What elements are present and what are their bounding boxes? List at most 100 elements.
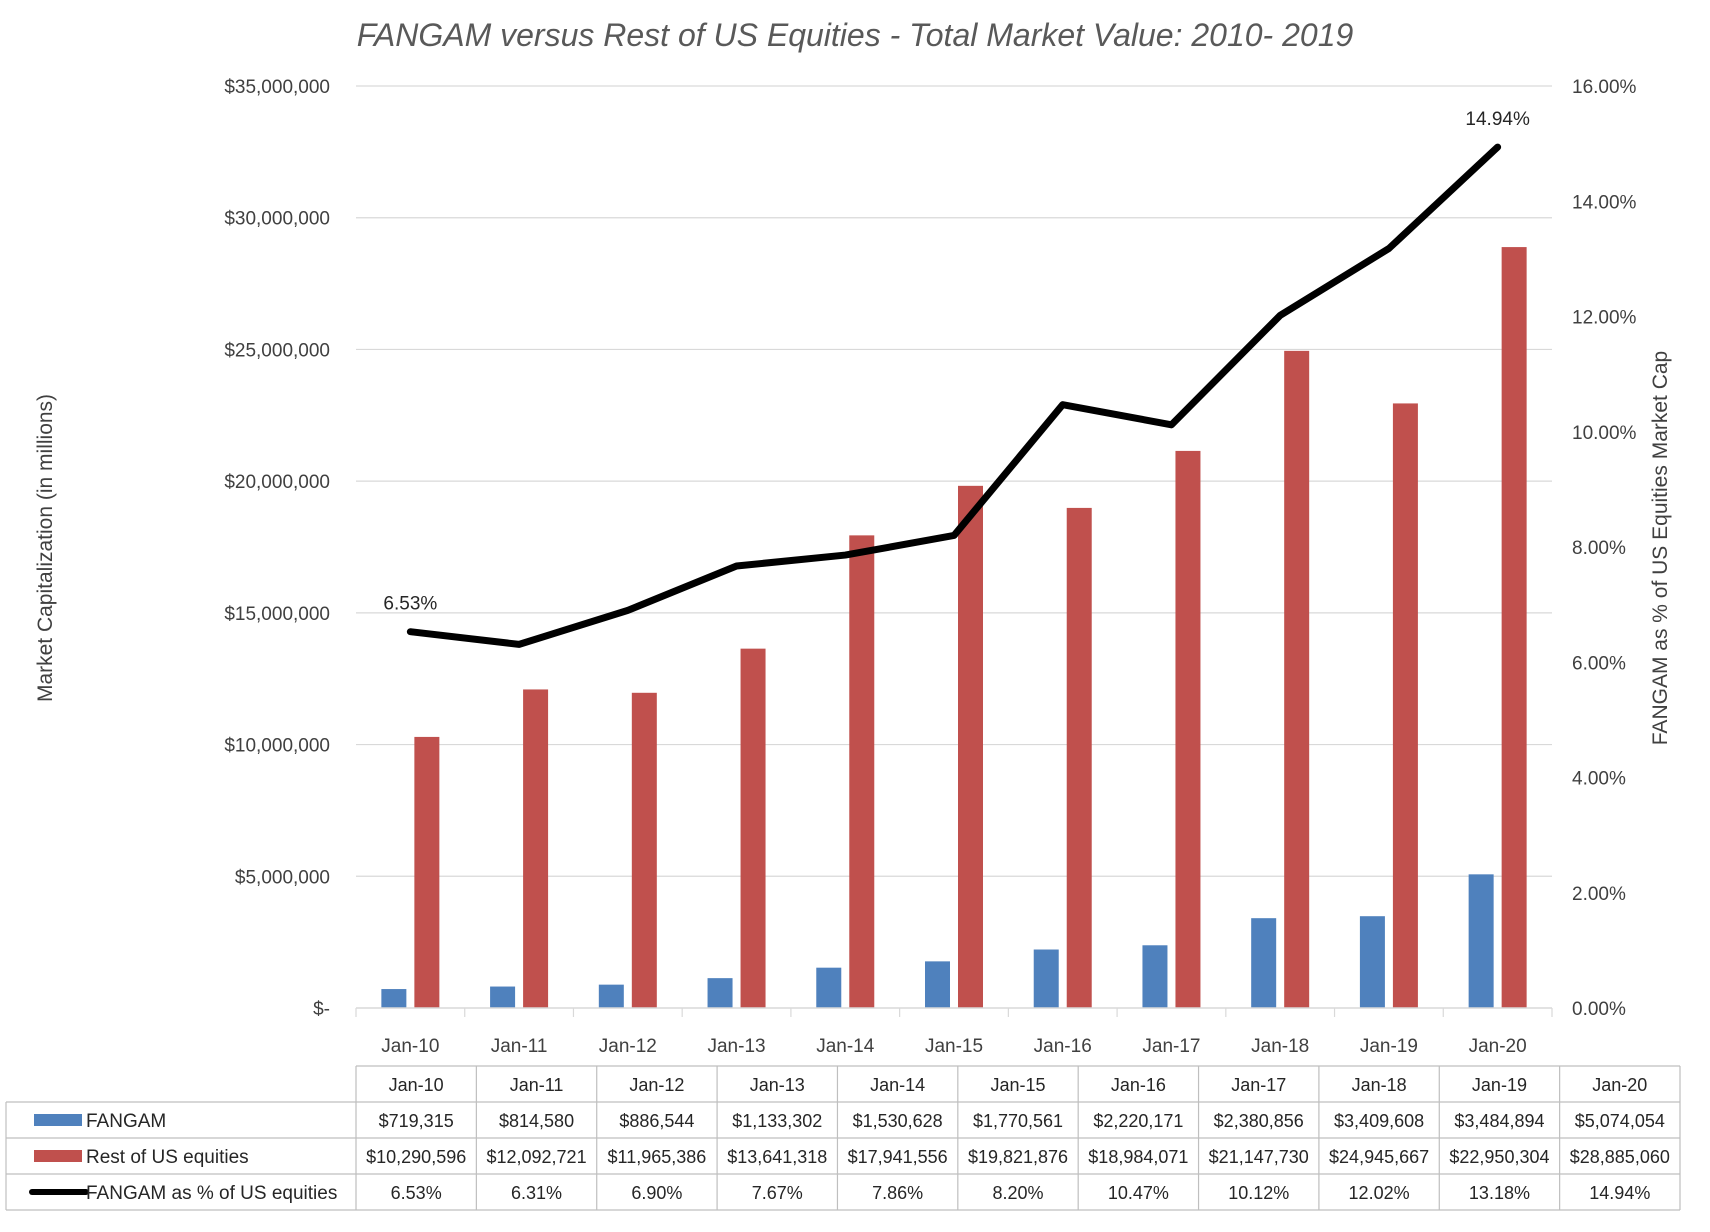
fangam-bar [1033,949,1059,1008]
table-cell: $1,133,302 [732,1111,822,1131]
legend-key-1 [34,1150,82,1162]
left-axis-title: Market Capitalization (in millions) [34,394,57,702]
percent-point [844,554,847,557]
x-axis-tick-label: Jan-14 [816,1036,875,1057]
gridlines [356,85,1552,877]
fangam-bar [1359,916,1385,1008]
table-cell: $17,941,556 [848,1147,948,1167]
percent-line [406,143,1502,648]
right-axis-tick-label: 14.00% [1572,192,1637,213]
x-axis-tick-label: Jan-10 [381,1036,439,1057]
percent-point [1387,247,1390,250]
fangam-bar [381,989,407,1008]
rest-bar [958,485,983,1008]
fangam-bar [490,986,516,1008]
table-cell: 14.94% [1589,1183,1650,1203]
percent-point [953,534,955,537]
table-header-cell: Jan-14 [870,1075,925,1095]
fangam-bar [1251,918,1277,1008]
table-header-cell: Jan-11 [510,1075,564,1095]
table-header-cell: Jan-19 [1472,1075,1527,1095]
rest-bar [523,689,549,1008]
rest-bar [1284,350,1310,1008]
right-axis-tick-label: 10.00% [1572,423,1637,444]
x-axis-tick-label: Jan-12 [599,1036,657,1057]
table-cell: $24,945,667 [1329,1147,1429,1167]
right-axis-tick-label: 2.00% [1572,884,1626,905]
table-header-cell: Jan-16 [1111,1075,1166,1095]
rest-bar [1501,247,1527,1009]
table-header-cell: Jan-18 [1352,1075,1407,1095]
table-header-cell: Jan-20 [1592,1075,1647,1095]
table-cell: $12,092,721 [486,1147,586,1167]
chart-title: FANGAM versus Rest of US Equities - Tota… [357,17,1354,53]
fangam-bar [816,967,842,1008]
table-header-cell: Jan-13 [750,1075,805,1095]
rest-bar [849,535,875,1008]
table-cell: $19,821,876 [968,1147,1068,1167]
left-axis-tick-label: $30,000,000 [224,209,330,230]
fangam-bar [1142,945,1168,1008]
table-cell: 6.31% [511,1183,562,1203]
table-cell: $3,484,894 [1454,1111,1544,1131]
rest-bar [740,648,766,1008]
table-cell: 6.90% [631,1183,682,1203]
table-cell: 10.12% [1228,1183,1289,1203]
left-axis-tick-label: $- [313,999,330,1020]
x-axis-tick-label: Jan-16 [1034,1036,1092,1057]
table-cell: $28,885,060 [1570,1147,1670,1167]
fangam-bar [925,961,950,1008]
fangam-bar [1468,874,1494,1008]
percent-point [518,643,521,646]
table-cell: $719,315 [379,1111,454,1131]
table-header-cell: Jan-10 [389,1075,444,1095]
table-cell: $2,220,171 [1093,1111,1183,1131]
table-cell: 13.18% [1469,1183,1530,1203]
left-axis-tick-label: $35,000,000 [224,77,330,98]
right-axis-tick-label: 12.00% [1572,308,1637,329]
legend-key-0 [34,1114,82,1126]
percent-point [1496,146,1499,149]
table-cell: $2,380,856 [1214,1111,1304,1131]
x-axis-tick-label: Jan-11 [491,1036,548,1057]
rest-bar [631,692,657,1008]
table-header-cell: Jan-15 [990,1075,1045,1095]
table-cell: $21,147,730 [1209,1147,1309,1167]
percent-point [1170,423,1173,426]
table-cell: 7.67% [752,1183,803,1203]
right-axis-tick-label: 4.00% [1572,769,1626,790]
legend-label: Rest of US equities [86,1147,249,1168]
percent-point [626,609,629,612]
table-cell: 7.86% [872,1183,923,1203]
table-cell: 10.47% [1108,1183,1169,1203]
table-cell: $5,074,054 [1575,1111,1665,1131]
percent-point [1279,314,1282,317]
table-cell: 8.20% [992,1183,1043,1203]
table-cell: $1,770,561 [973,1111,1063,1131]
right-axis-tick-label: 8.00% [1572,538,1626,559]
fangam-bar [598,984,624,1008]
rest-bar [1066,507,1092,1008]
x-axis-tick-label: Jan-19 [1360,1036,1418,1057]
right-axis-title: FANGAM as % of US Equities Market Cap [1649,351,1672,745]
percent-data-label: 6.53% [383,594,437,615]
left-axis-tick-label: $25,000,000 [224,340,330,361]
table-cell: $13,641,318 [727,1147,827,1167]
data-table: Jan-10 Jan-11 Jan-12 Jan-13 Jan-14 Jan-15 Jan-… [5,1065,1681,1211]
fangam-bar [707,978,733,1008]
table-cell: $11,965,386 [608,1147,707,1167]
x-axis-tick-label: Jan-20 [1469,1036,1527,1057]
x-axis-tick-label: Jan-15 [925,1036,983,1057]
right-axis-tick-label: 16.00% [1572,77,1637,98]
right-axis-tick-label: 0.00% [1572,999,1626,1020]
percent-point [1061,403,1064,406]
percent-point [409,630,412,633]
legend-label: FANGAM [86,1111,166,1132]
percent-point [735,565,738,568]
left-axis-tick-label: $10,000,000 [224,736,330,757]
rest-bar [1175,450,1201,1009]
right-axis-tick-label: 6.00% [1572,653,1626,674]
table-header-cell: Jan-17 [1231,1075,1286,1095]
table-cell: $814,580 [499,1111,574,1131]
